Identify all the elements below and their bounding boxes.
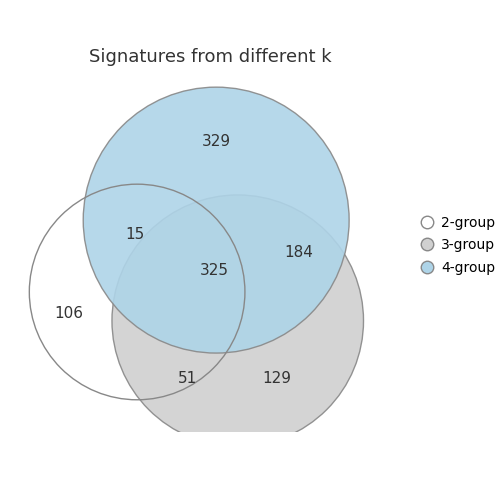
Circle shape [83, 87, 349, 353]
Circle shape [112, 195, 363, 447]
Text: 184: 184 [284, 245, 313, 260]
Legend: 2-group, 3-group, 4-group: 2-group, 3-group, 4-group [416, 212, 499, 279]
Text: 329: 329 [202, 134, 231, 149]
Text: 15: 15 [125, 227, 145, 242]
Text: 51: 51 [178, 371, 197, 386]
Text: 325: 325 [200, 263, 229, 278]
Text: 129: 129 [263, 371, 292, 386]
Title: Signatures from different k: Signatures from different k [90, 48, 332, 66]
Text: 106: 106 [54, 306, 83, 321]
